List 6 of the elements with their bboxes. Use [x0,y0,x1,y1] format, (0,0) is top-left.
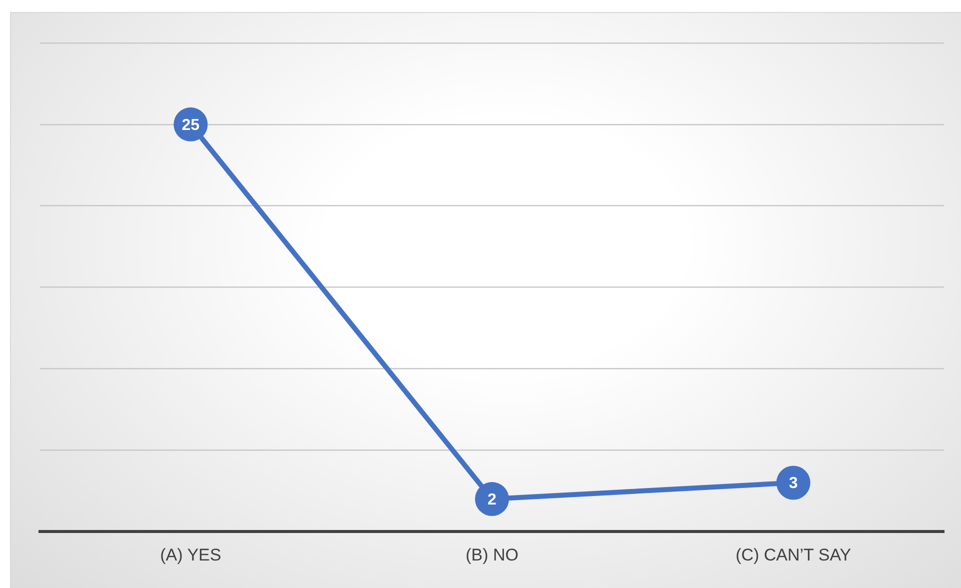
data-label: 2 [488,491,497,508]
data-label: 3 [788,475,798,492]
x-tick-label: (B) NO [466,545,518,564]
x-tick-label: (C) CAN’T SAY [736,545,852,564]
x-tick-label: (A) YES [160,545,222,564]
data-label: 25 [182,116,200,134]
